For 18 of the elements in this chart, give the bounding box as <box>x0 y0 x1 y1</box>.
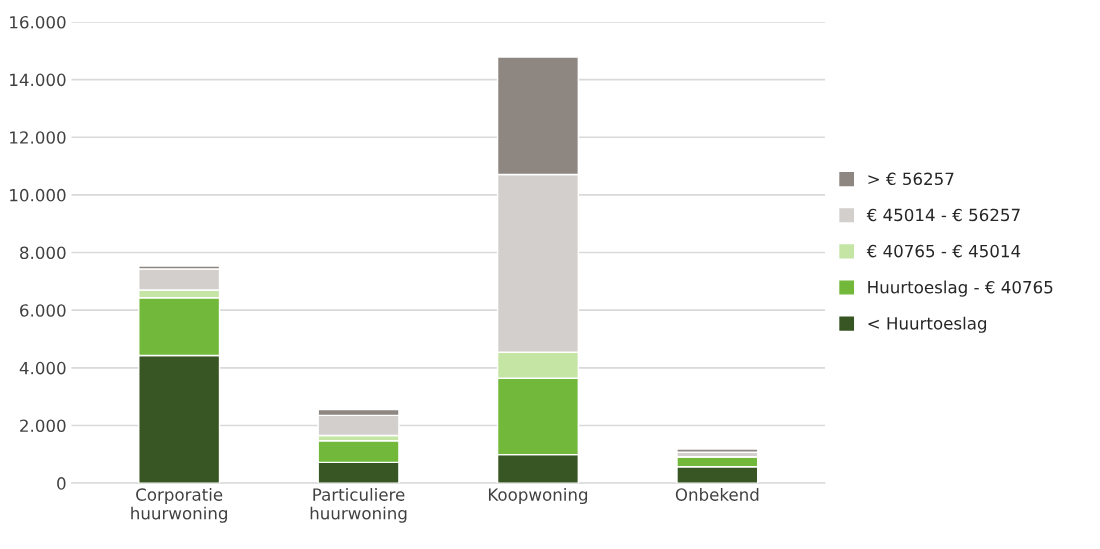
legend-label: Huurtoeslag - € 40765 <box>868 280 1053 297</box>
y-tick-label: 4.000 <box>19 361 66 375</box>
y-tick-label: 0 <box>57 477 66 490</box>
x-tick-label: Particuliere huurwoning <box>310 487 407 523</box>
legend-label: € 45014 - € 56257 <box>866 208 1020 222</box>
y-tick-label: 16.000 <box>10 15 66 29</box>
y-tick-label: 6.000 <box>20 304 66 317</box>
legend-label: € 40765 - € 45014 <box>866 244 1021 258</box>
y-tick-label: 10.000 <box>10 188 66 202</box>
x-tick-label: Corporatie huurwoning <box>131 487 227 523</box>
x-tick-label: Koopwoning <box>488 487 588 505</box>
legend-label: < Huurtoeslag <box>868 316 987 333</box>
legend-label: > € 56257 <box>868 172 954 186</box>
y-tick-label: 2.000 <box>20 419 66 433</box>
y-tick-label: 8.000 <box>20 246 66 260</box>
y-tick-label: 12.000 <box>10 131 66 144</box>
y-tick-label: 14.000 <box>10 73 66 87</box>
x-tick-label: Onbekend <box>675 487 759 501</box>
